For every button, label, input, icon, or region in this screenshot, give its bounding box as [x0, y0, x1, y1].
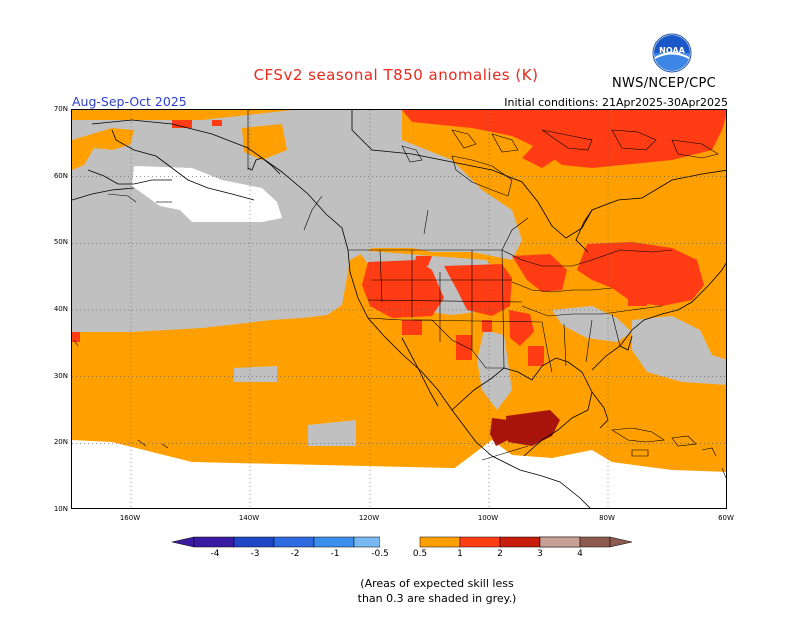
legend-swatch [193, 536, 235, 548]
legend-swatch [273, 536, 315, 548]
political-borders [247, 110, 673, 461]
footnote-line-1: (Areas of expected skill less [360, 577, 514, 590]
legend-tick: -2 [290, 549, 300, 559]
legend-swatch [353, 536, 381, 548]
lat-label-10n: 10N [53, 505, 68, 513]
lon-label-160w: 160W [119, 514, 141, 522]
lat-label-30n: 30N [53, 372, 68, 380]
legend-swatch [579, 536, 611, 548]
lat-label-50n: 50N [53, 238, 68, 246]
legend-swatch [380, 537, 420, 547]
lat-label-40n: 40N [53, 305, 68, 313]
lat-label-60n: 60N [53, 172, 68, 180]
legend-swatch [419, 536, 461, 548]
legend-swatch [499, 536, 541, 548]
legend-arrow-high [609, 536, 632, 548]
legend-swatch [313, 536, 355, 548]
legend-arrow-low [172, 536, 195, 548]
initial-conditions: Initial conditions: 21Apr2025-30Apr2025 [504, 96, 728, 109]
agency-label: NWS/NCEP/CPC [612, 76, 717, 91]
forecast-period: Aug-Sep-Oct 2025 [72, 94, 187, 109]
footnote-line-2: than 0.3 are shaded in grey.) [357, 592, 517, 605]
noaa-logo-icon: NOAA [652, 33, 692, 73]
legend-tick: 2 [497, 549, 503, 559]
legend-tick: -3 [250, 549, 260, 559]
color-scale-legend [172, 536, 632, 548]
islands [73, 129, 726, 479]
lon-label-80w: 80W [599, 514, 615, 522]
lon-label-120w: 120W [358, 514, 380, 522]
lon-label-100w: 100W [477, 514, 499, 522]
coastlines [72, 110, 726, 508]
legend-tick: 1 [457, 549, 463, 559]
legend-tick: 0.5 [412, 549, 428, 559]
lon-label-60w: 60W [718, 514, 734, 522]
legend-swatch [539, 536, 581, 548]
red-anomaly-areas [72, 110, 726, 366]
lon-label-140w: 140W [238, 514, 260, 522]
legend-swatch [459, 536, 501, 548]
anomaly-map [71, 109, 727, 509]
legend-tick: 4 [577, 549, 583, 559]
skill-footnote: (Areas of expected skill less than 0.3 a… [0, 576, 800, 606]
lat-label-20n: 20N [53, 438, 68, 446]
map-title: CFSv2 seasonal T850 anomalies (K) [253, 66, 539, 84]
legend-tick: -1 [330, 549, 340, 559]
map-canvas [72, 110, 726, 508]
lat-label-70n: 70N [53, 105, 68, 113]
legend-tick: 3 [537, 549, 543, 559]
latlon-grid [72, 110, 726, 508]
legend-tick: -4 [210, 549, 220, 559]
svg-text:NOAA: NOAA [659, 46, 685, 55]
legend-swatch [233, 536, 275, 548]
legend-tick: -0.5 [371, 549, 389, 559]
